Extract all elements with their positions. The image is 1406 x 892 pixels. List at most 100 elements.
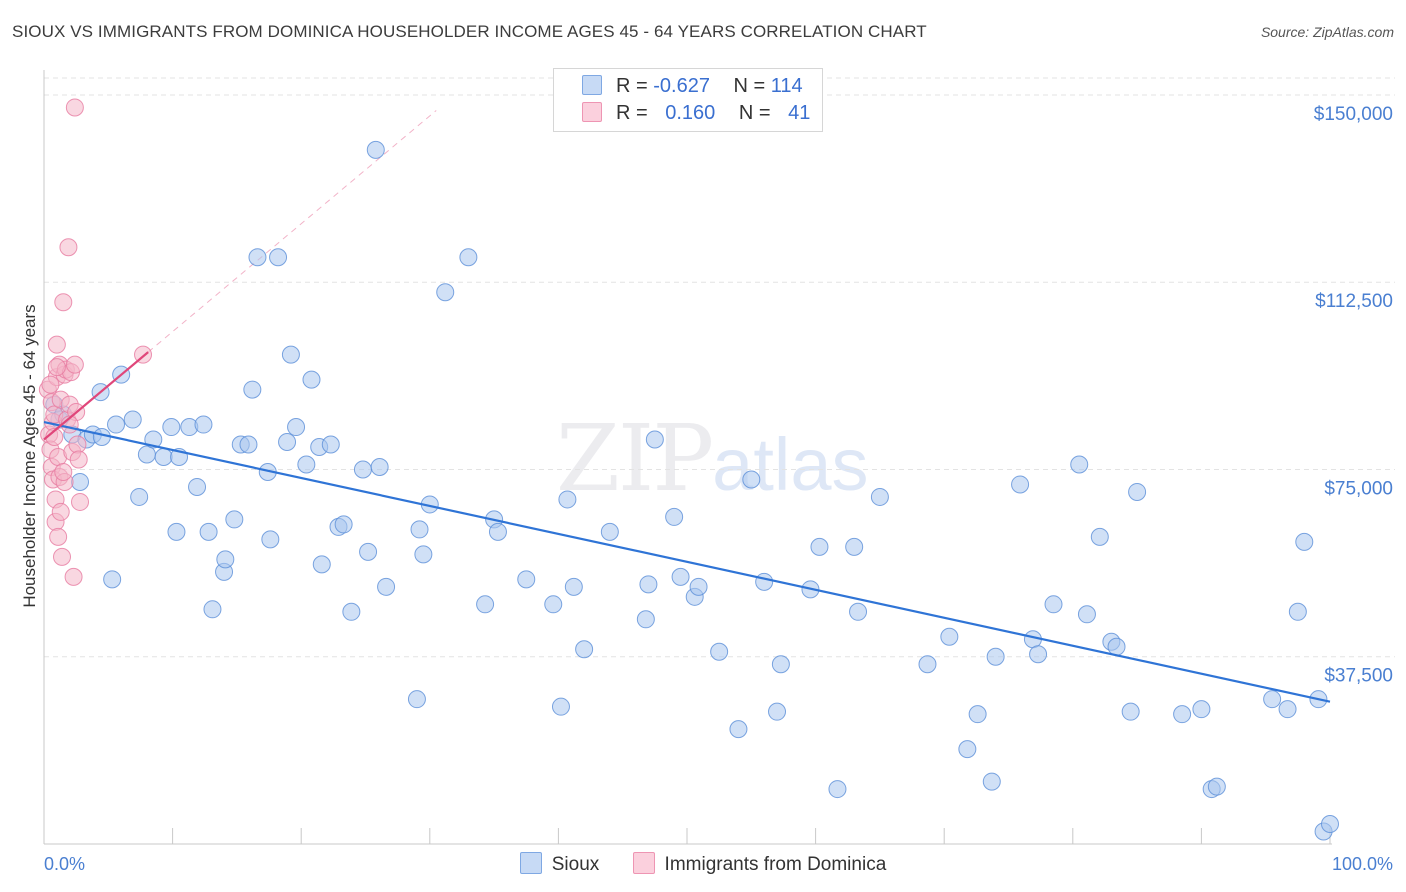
sioux-point xyxy=(334,515,353,534)
sioux-point xyxy=(359,542,378,561)
legend-swatch-sioux xyxy=(519,852,542,874)
sioux-point xyxy=(742,470,761,489)
sioux-point xyxy=(1128,482,1147,501)
sioux-point xyxy=(312,555,331,574)
sioux-point xyxy=(768,702,787,721)
watermark: ZIPatlas xyxy=(556,405,868,512)
sioux-point xyxy=(297,455,316,474)
sioux-point xyxy=(755,572,774,591)
sioux-point xyxy=(248,248,267,267)
legend-r-value: -0.627 xyxy=(653,75,710,97)
dominica-point xyxy=(54,293,73,312)
sioux-point xyxy=(940,627,959,646)
legend-item-sioux: Sioux xyxy=(519,852,600,876)
sioux-point xyxy=(167,522,186,541)
legend-n-value: 41 xyxy=(788,102,811,124)
sioux-point xyxy=(1121,702,1140,721)
legend-label-sioux: Sioux xyxy=(551,854,600,875)
sioux-point xyxy=(216,550,235,569)
sioux-point xyxy=(239,435,258,454)
sioux-point xyxy=(287,418,306,437)
legend-n-value: 114 xyxy=(770,75,803,97)
sioux-point xyxy=(918,655,937,674)
sioux-point xyxy=(321,435,340,454)
sioux-point xyxy=(729,720,748,739)
sioux-point xyxy=(639,575,658,594)
watermark-atlas: atlas xyxy=(712,423,869,506)
sioux-point xyxy=(103,570,122,589)
sioux-point xyxy=(366,140,385,159)
sioux-point xyxy=(1207,777,1226,796)
y-tick-label: $75,000 xyxy=(1324,478,1393,499)
watermark-zip: ZIP xyxy=(556,405,714,512)
sioux-point xyxy=(645,430,664,449)
sioux-point xyxy=(1090,527,1109,546)
legend-swatch-dominica xyxy=(582,102,602,122)
sioux-point xyxy=(845,537,864,556)
sioux-point xyxy=(1044,595,1063,614)
sioux-point xyxy=(261,530,280,549)
dominica-point xyxy=(47,358,66,377)
sioux-point xyxy=(986,647,1005,666)
sioux-point xyxy=(1288,602,1307,621)
sioux-point xyxy=(203,600,222,619)
legend-r-value: 0.160 xyxy=(665,102,716,124)
sioux-point xyxy=(154,448,173,466)
dominica-point xyxy=(54,462,73,481)
sioux-point xyxy=(269,248,288,267)
legend-swatch-sioux xyxy=(582,75,602,95)
sioux-point xyxy=(377,577,396,596)
y-tick-label: $150,000 xyxy=(1314,104,1393,125)
sioux-point xyxy=(828,780,847,799)
x-tick-label: 0.0% xyxy=(44,854,85,874)
sioux-point xyxy=(558,490,577,509)
dominica-point xyxy=(65,98,84,117)
sioux-point xyxy=(407,690,426,709)
legend-item-dominica: Immigrants from Dominica xyxy=(632,852,887,876)
y-tick-label: $112,500 xyxy=(1315,291,1393,312)
sioux-point xyxy=(551,697,570,716)
sioux-point xyxy=(1278,700,1297,719)
series-legend: Sioux Immigrants from Dominica xyxy=(0,852,1406,876)
sioux-point xyxy=(225,510,244,529)
sioux-point xyxy=(194,415,213,434)
legend-n-label: N = xyxy=(738,102,777,124)
dominica-trend-extension xyxy=(147,110,437,353)
sioux-point xyxy=(1011,475,1030,494)
sioux-point xyxy=(849,602,868,621)
dominica-point xyxy=(53,547,72,566)
sioux-point xyxy=(476,595,495,614)
sioux-point xyxy=(281,345,300,364)
sioux-point xyxy=(671,567,690,586)
legend-row-sioux: R = -0.627 N = 114 xyxy=(582,75,803,99)
dominica-trend-line xyxy=(43,351,149,441)
sioux-point xyxy=(636,610,655,629)
sioux-point xyxy=(1295,532,1314,551)
dominica-point xyxy=(49,527,68,546)
sioux-point xyxy=(689,577,708,596)
sioux-point xyxy=(123,410,142,429)
sioux-point xyxy=(188,477,207,496)
sioux-point xyxy=(243,380,262,399)
sioux-point xyxy=(1029,645,1048,664)
y-tick-label: $37,500 xyxy=(1324,666,1393,687)
sioux-point xyxy=(410,520,429,539)
sioux-point xyxy=(958,740,977,759)
sioux-point xyxy=(107,415,126,434)
sioux-point xyxy=(1173,705,1192,724)
sioux-point xyxy=(414,545,433,564)
sioux-point xyxy=(564,577,583,596)
sioux-point xyxy=(710,642,729,661)
sioux-point xyxy=(1070,455,1089,474)
source-label: Source: ZipAtlas.com xyxy=(1260,24,1394,40)
sioux-point xyxy=(600,522,619,541)
sioux-trend-line xyxy=(43,420,1331,703)
sioux-point xyxy=(370,457,389,476)
legend-label-dominica: Immigrants from Dominica xyxy=(664,854,887,875)
sioux-point xyxy=(459,248,478,267)
legend-r-label: R = xyxy=(616,102,654,124)
dominica-point xyxy=(51,502,70,521)
x-tick-label: 100.0% xyxy=(1332,854,1393,874)
sioux-point xyxy=(302,370,321,389)
